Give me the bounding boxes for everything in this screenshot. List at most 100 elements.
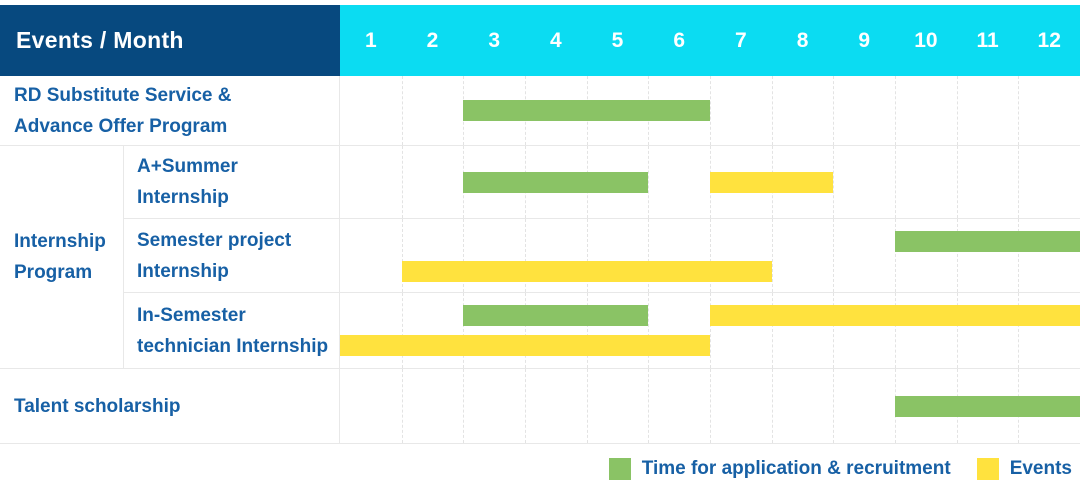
month-gridline [771, 76, 773, 145]
month-gridline [833, 146, 835, 218]
month-gridline [895, 146, 896, 218]
month-gridline [710, 76, 711, 145]
month-gridline [401, 146, 403, 218]
month-gridline [648, 146, 650, 218]
legend-label-application: Time for application & recruitment [641, 458, 951, 479]
row-label-rd-substitute: RD Substitute Service & Advance Offer Pr… [0, 76, 340, 145]
application-bar [463, 100, 710, 121]
row-a-plus-summer: A+Summer Internship [124, 146, 1080, 219]
month-header-4: 4 [550, 28, 562, 52]
row-label-line: technician Internship [137, 335, 329, 357]
month-header-1: 1 [364, 28, 377, 52]
month-gridline [463, 369, 465, 443]
month-header-8: 8 [796, 28, 809, 52]
month-gridline [771, 369, 773, 443]
month-gridline [1018, 293, 1020, 368]
month-header-11: 11 [976, 28, 999, 52]
application-bar [895, 231, 1080, 252]
application-swatch-icon [608, 458, 631, 480]
row-label-in-semester-technician: In-Semester technician Internship [124, 293, 340, 368]
row-label-line: Internship [137, 260, 229, 282]
header-title: Events / Month [0, 5, 340, 76]
events-swatch-icon [976, 458, 999, 480]
legend-item-events: Events [976, 458, 1072, 480]
month-gridline [525, 219, 526, 292]
month-gridline [1018, 76, 1020, 145]
month-gridline [895, 293, 896, 368]
month-gridline [1018, 219, 1020, 292]
group-label-line: Program [14, 262, 93, 283]
month-gridline [710, 369, 711, 443]
month-gridline [401, 369, 403, 443]
gantt-schedule-page: Events / Month 1 2 3 4 5 6 7 8 9 10 11 12 RD Substi… [0, 5, 1080, 494]
row-talent-scholarship: Talent scholarship [0, 369, 1080, 444]
month-gridline [586, 369, 588, 443]
row-label-line: Talent scholarship [14, 395, 181, 417]
row-semester-project: Semester project Internship [124, 219, 1080, 293]
row-rd-substitute: RD Substitute Service & Advance Offer Pr… [0, 76, 1080, 146]
group-label-line: Internship [14, 231, 106, 252]
internship-program-group: Internship Program A+Summer Internship S… [0, 146, 1080, 369]
month-gridline [833, 76, 835, 145]
month-gridline [401, 76, 403, 145]
chart-lane-talent-scholarship [340, 369, 1080, 443]
month-gridline [463, 219, 465, 292]
month-header-9: 9 [858, 28, 871, 52]
row-in-semester-technician: In-Semester technician Internship [124, 293, 1080, 368]
event-bar [340, 335, 710, 356]
row-label-line: Internship [137, 187, 229, 208]
row-label-line: In-Semester [137, 304, 246, 326]
event-bar [710, 305, 1080, 326]
month-header-12: 12 [1037, 28, 1061, 52]
month-gridline [648, 219, 650, 292]
month-gridline [895, 219, 896, 292]
month-gridline [895, 76, 896, 145]
application-bar [463, 305, 649, 326]
month-header-3: 3 [488, 28, 501, 52]
month-gridline [833, 293, 835, 368]
legend: Time for application & recruitment Event… [0, 458, 1080, 480]
application-bar [895, 395, 1080, 417]
row-label-line: A+Summer [137, 156, 238, 177]
month-header-10: 10 [914, 28, 938, 52]
month-gridline [525, 369, 526, 443]
event-bar [710, 171, 834, 193]
row-label-semester-project: Semester project Internship [124, 219, 340, 292]
month-gridline [586, 219, 588, 292]
row-label-line: Semester project [137, 229, 292, 251]
application-bar [463, 171, 649, 193]
row-label-a-plus-summer: A+Summer Internship [124, 146, 340, 218]
month-gridline [586, 293, 588, 368]
schedule-table: Events / Month 1 2 3 4 5 6 7 8 9 10 11 12 RD Substi… [0, 5, 1080, 444]
month-header-6: 6 [673, 28, 686, 52]
month-header-2: 2 [426, 28, 439, 52]
month-gridline [771, 293, 773, 368]
month-gridline [401, 219, 403, 292]
group-label-internship-program: Internship Program [0, 146, 124, 368]
month-gridline [401, 293, 403, 368]
chart-lane-in-semester-technician [340, 293, 1080, 368]
row-label-line: RD Substitute Service & [14, 84, 232, 106]
month-gridline [710, 293, 711, 368]
month-gridline [956, 219, 958, 292]
chart-lane-rd-substitute [340, 76, 1080, 145]
month-gridline [956, 146, 958, 218]
month-gridline [1018, 146, 1020, 218]
legend-item-application: Time for application & recruitment [608, 458, 951, 480]
month-header-row: 1 2 3 4 5 6 7 8 9 10 11 12 [340, 5, 1080, 76]
month-header-5: 5 [611, 28, 624, 52]
month-gridline [525, 293, 526, 368]
month-gridline [956, 293, 958, 368]
month-header-7: 7 [735, 28, 747, 52]
month-gridline [710, 219, 711, 292]
event-bar [401, 261, 772, 282]
month-gridline [833, 219, 835, 292]
chart-lane-a-plus-summer [340, 146, 1080, 218]
header-row: Events / Month 1 2 3 4 5 6 7 8 9 10 11 12 [0, 5, 1080, 76]
month-gridline [771, 219, 773, 292]
row-label-talent-scholarship: Talent scholarship [0, 369, 340, 443]
month-gridline [833, 369, 835, 443]
month-gridline [648, 369, 650, 443]
row-label-line: Advance Offer Program [14, 115, 228, 137]
month-gridline [463, 293, 465, 368]
